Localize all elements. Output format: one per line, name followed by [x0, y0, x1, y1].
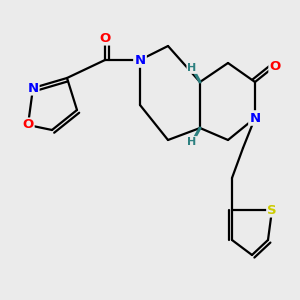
Text: N: N — [134, 53, 146, 67]
Text: O: O — [22, 118, 34, 131]
Text: H: H — [188, 63, 196, 73]
Text: O: O — [99, 32, 111, 44]
Text: O: O — [269, 59, 281, 73]
Text: H: H — [188, 137, 196, 147]
Text: N: N — [134, 53, 146, 67]
Text: N: N — [249, 112, 261, 124]
Text: S: S — [267, 203, 277, 217]
Text: N: N — [27, 82, 39, 94]
Text: N: N — [249, 112, 261, 124]
